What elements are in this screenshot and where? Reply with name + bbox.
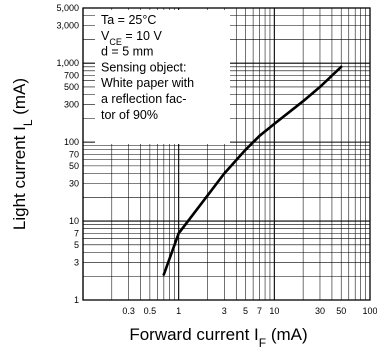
y-tick-label: 10 — [69, 216, 79, 226]
annotation-text: White paper with — [101, 76, 194, 90]
y-axis-label-main: Light current I — [10, 126, 29, 230]
annotation-line: VCE = 10 V — [101, 29, 162, 47]
annotation-line: d = 5 mm — [101, 45, 153, 59]
y-tick-label: 70 — [69, 149, 79, 159]
y-tick-label: 30 — [69, 178, 79, 188]
annotation-text: a reflection fac- — [101, 92, 186, 106]
y-tick-label: 100 — [64, 137, 79, 147]
x-tick-label: 7 — [257, 306, 262, 316]
annotation-text: Ta = 25°C — [101, 13, 156, 27]
x-axis-label-unit: (mA) — [266, 325, 308, 344]
y-tick-label: 3,000 — [56, 21, 79, 31]
x-tick-label: 50 — [336, 306, 346, 316]
y-tick-labels: 1 3 5 7 10 30 50 70 100 300 500 700 1,000 3,000 5,000 — [56, 3, 79, 305]
x-tick-label: 10 — [269, 306, 279, 316]
y-tick-label: 5,000 — [56, 3, 79, 13]
y-axis-label-sub: L — [21, 119, 35, 126]
annotation-line: tor of 90% — [101, 108, 158, 122]
x-tick-label: 30 — [315, 306, 325, 316]
annotation-line: a reflection fac- — [101, 92, 186, 106]
annotation-line: Sensing object: — [101, 60, 186, 74]
y-tick-label: 700 — [64, 70, 79, 80]
x-tick-label: 1 — [176, 306, 181, 316]
x-tick-labels: 0.3 0.5 1 3 5 7 10 30 50 100 — [122, 306, 377, 316]
x-tick-label: 0.3 — [122, 306, 135, 316]
x-tick-label: 100 — [362, 306, 377, 316]
annotation-text: V — [101, 29, 110, 43]
x-tick-label: 5 — [243, 306, 248, 316]
annotation-text-rest: = 10 V — [122, 29, 163, 43]
x-axis-label: Forward current IF (mA) — [129, 325, 307, 350]
y-tick-label: 300 — [64, 99, 79, 109]
annotation-text: Sensing object: — [101, 60, 186, 74]
y-tick-label: 3 — [74, 257, 79, 267]
y-tick-label: 7 — [74, 228, 79, 238]
y-tick-label: 500 — [64, 82, 79, 92]
annotation-line: White paper with — [101, 76, 194, 90]
y-tick-label: 5 — [74, 240, 79, 250]
plot-frame — [82, 7, 371, 301]
y-tick-label: 50 — [69, 161, 79, 171]
x-tick-label: 3 — [222, 306, 227, 316]
x-axis-label-sub: F — [259, 336, 266, 350]
y-axis-label-unit: (mA) — [10, 78, 29, 120]
y-tick-label: 1 — [74, 295, 79, 305]
annotation-text: d = 5 mm — [101, 45, 153, 59]
annotation-line: Ta = 25°C — [101, 13, 156, 27]
x-tick-label: 0.5 — [144, 306, 157, 316]
x-axis-label-main: Forward current I — [129, 325, 258, 344]
y-axis-label: Light current IL (mA) — [10, 78, 35, 230]
series-line — [162, 65, 343, 276]
annotation-text: tor of 90% — [101, 108, 158, 122]
y-tick-label: 1,000 — [56, 58, 79, 68]
annotation-subscript: CE — [109, 37, 122, 47]
annotation-background — [95, 10, 230, 144]
